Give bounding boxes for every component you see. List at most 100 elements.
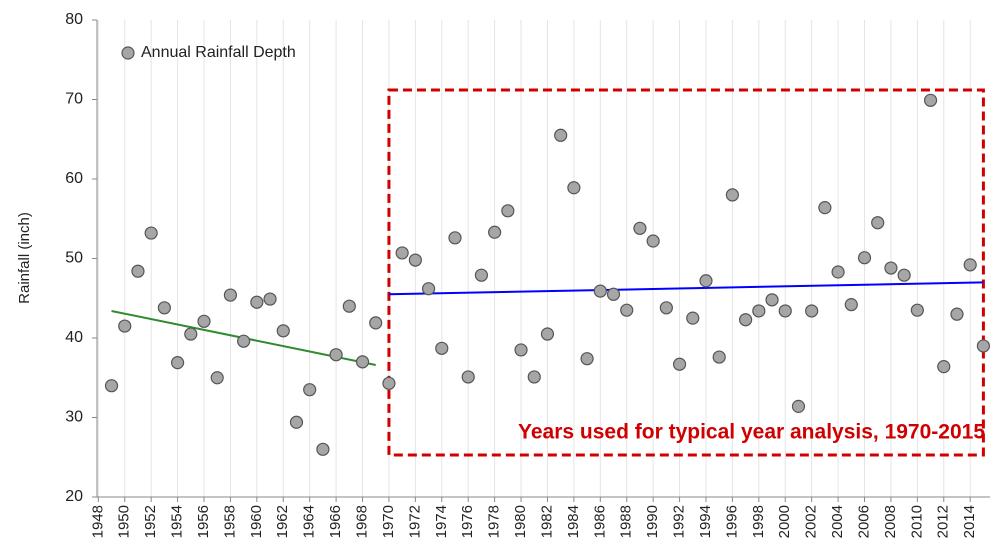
data-point bbox=[937, 360, 951, 374]
data-point bbox=[237, 334, 251, 348]
x-tick-label: 2002 bbox=[803, 505, 820, 538]
data-point bbox=[976, 339, 990, 353]
data-point bbox=[514, 343, 528, 357]
x-tick-label: 1952 bbox=[142, 505, 159, 538]
data-point bbox=[118, 319, 132, 333]
data-point bbox=[448, 231, 462, 245]
data-point bbox=[131, 264, 145, 278]
data-point bbox=[844, 298, 858, 312]
data-point bbox=[369, 316, 383, 330]
data-point bbox=[501, 204, 515, 218]
data-point bbox=[712, 350, 726, 364]
x-tick-label: 1956 bbox=[195, 505, 212, 538]
data-point bbox=[157, 301, 171, 315]
data-point bbox=[884, 261, 898, 275]
y-tick-label: 30 bbox=[65, 409, 83, 426]
data-point bbox=[184, 327, 198, 341]
data-point bbox=[580, 352, 594, 366]
x-tick-label: 1950 bbox=[116, 505, 133, 538]
data-point bbox=[316, 442, 330, 456]
x-tick-label: 1976 bbox=[459, 505, 476, 538]
x-tick-label: 1958 bbox=[221, 505, 238, 538]
data-point bbox=[488, 225, 502, 239]
data-point bbox=[963, 258, 977, 272]
data-point bbox=[104, 379, 119, 393]
data-point bbox=[395, 246, 409, 260]
data-point bbox=[725, 188, 740, 202]
data-point bbox=[289, 415, 304, 429]
x-tick-label: 1982 bbox=[538, 505, 555, 538]
data-point bbox=[791, 399, 806, 413]
x-tick-label: 1964 bbox=[301, 505, 318, 538]
data-point bbox=[620, 303, 634, 317]
x-tick-label: 1968 bbox=[353, 505, 370, 538]
data-point bbox=[527, 370, 541, 384]
x-tick-label: 2004 bbox=[829, 505, 846, 538]
legend-label: Annual Rainfall Depth bbox=[141, 44, 296, 61]
data-point bbox=[382, 376, 396, 390]
data-point bbox=[263, 292, 277, 306]
data-point bbox=[355, 355, 370, 369]
x-tick-label: 2000 bbox=[776, 505, 793, 538]
x-tick-label: 1992 bbox=[671, 505, 688, 538]
x-tick-label: 1998 bbox=[750, 505, 767, 538]
data-point bbox=[923, 93, 938, 107]
y-axis-title: Rainfall (inch) bbox=[16, 212, 33, 304]
data-point bbox=[659, 301, 673, 315]
x-tick-label: 1972 bbox=[406, 505, 423, 538]
data-point bbox=[554, 128, 568, 142]
y-tick-label: 80 bbox=[65, 11, 83, 28]
x-tick-label: 2006 bbox=[855, 505, 872, 538]
data-point bbox=[778, 304, 792, 318]
data-point bbox=[752, 304, 766, 318]
data-point bbox=[699, 274, 713, 288]
data-point bbox=[250, 295, 264, 309]
data-point bbox=[303, 383, 317, 397]
data-point bbox=[329, 348, 343, 362]
data-point bbox=[567, 181, 581, 195]
x-tick-label: 1984 bbox=[565, 505, 582, 538]
data-point bbox=[435, 341, 449, 355]
data-point bbox=[686, 311, 700, 325]
x-tick-label: 1960 bbox=[248, 505, 265, 538]
y-tick-label: 50 bbox=[65, 250, 83, 267]
x-tick-label: 1990 bbox=[644, 505, 661, 538]
data-point bbox=[197, 314, 211, 328]
data-point bbox=[646, 234, 660, 248]
data-point bbox=[897, 268, 911, 282]
data-point bbox=[593, 284, 607, 298]
data-point bbox=[474, 268, 489, 282]
x-tick-label: 1970 bbox=[380, 505, 397, 538]
data-point bbox=[672, 357, 687, 371]
data-point bbox=[170, 356, 185, 370]
data-point bbox=[805, 304, 819, 318]
x-tick-label: 1978 bbox=[486, 505, 503, 538]
data-point bbox=[606, 287, 621, 301]
y-tick-label: 20 bbox=[65, 488, 83, 505]
x-tick-label: 1996 bbox=[723, 505, 740, 538]
data-point bbox=[857, 251, 872, 265]
data-point bbox=[739, 313, 753, 327]
x-tick-label: 1954 bbox=[169, 505, 186, 538]
highlight-box bbox=[387, 88, 985, 457]
data-point bbox=[210, 371, 224, 385]
data-point bbox=[144, 226, 158, 240]
x-tick-label: 1988 bbox=[618, 505, 635, 538]
highlight-label: Years used for typical year analysis, 19… bbox=[518, 421, 985, 444]
data-point bbox=[223, 288, 238, 302]
y-tick-label: 70 bbox=[65, 91, 83, 108]
x-tick-label: 2010 bbox=[908, 505, 925, 538]
data-point bbox=[818, 201, 832, 215]
x-tick-label: 1948 bbox=[89, 505, 106, 538]
x-tick-label: 1986 bbox=[591, 505, 608, 538]
trend-line bbox=[388, 281, 984, 296]
data-point bbox=[342, 299, 356, 313]
x-tick-label: 1966 bbox=[327, 505, 344, 538]
data-point bbox=[950, 307, 964, 321]
legend-marker bbox=[121, 46, 135, 60]
y-tick-label: 40 bbox=[65, 329, 83, 346]
y-tick-label: 60 bbox=[65, 170, 83, 187]
data-point bbox=[408, 253, 422, 267]
x-tick-label: 1962 bbox=[274, 505, 291, 538]
